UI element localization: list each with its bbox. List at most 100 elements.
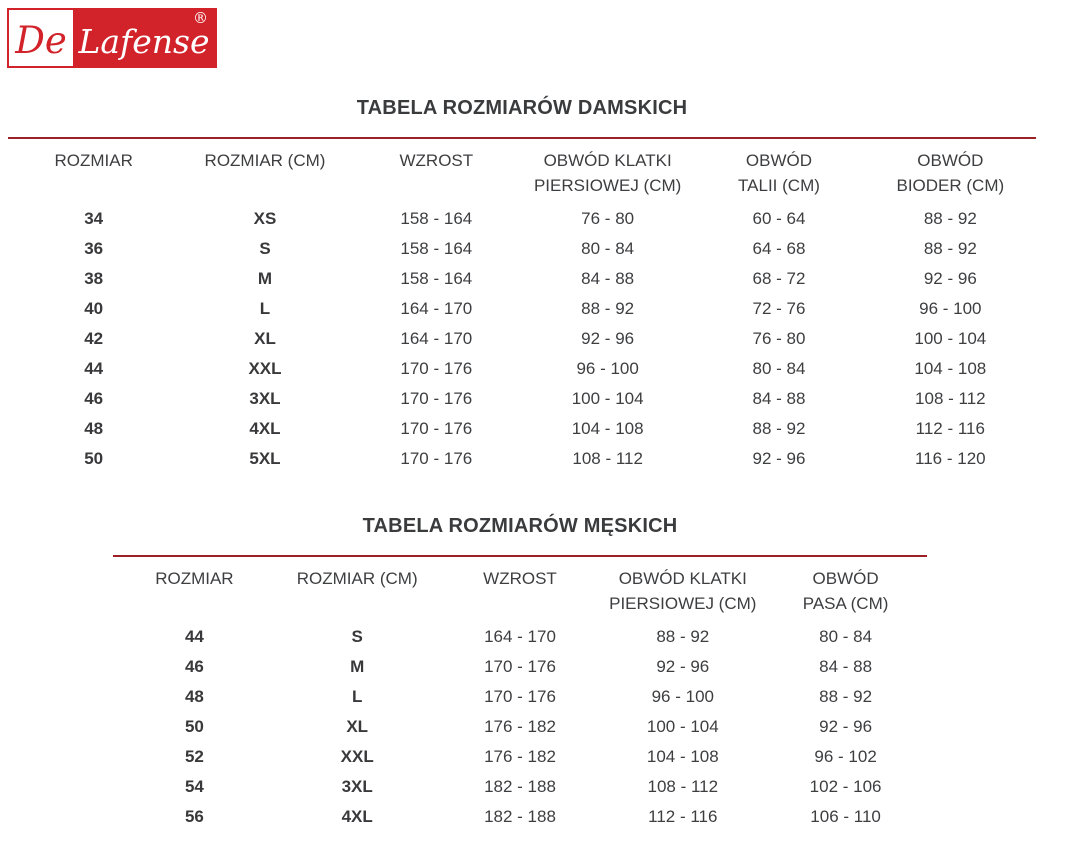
table-cell: XL xyxy=(346,717,369,736)
table-cell: 164 - 170 xyxy=(400,329,473,348)
table-cell: 88 - 92 xyxy=(923,209,977,228)
women-header-row: ROZMIAR ROZMIAR (CM) WZROST OBWÓD KLATKI PI… xyxy=(8,139,1036,204)
men-size-table: ROZMIAR ROZMIAR (CM) WZROST OBWÓD KLATKI PI… xyxy=(113,557,927,832)
table-cell: 170 - 176 xyxy=(400,389,473,408)
column-header: OBWÓD TALII (CM) xyxy=(738,151,820,195)
column-header: ROZMIAR (CM) xyxy=(296,569,418,588)
table-cell: 76 - 80 xyxy=(752,329,806,348)
table-cell: 92 - 96 xyxy=(752,449,806,468)
table-cell: 54 xyxy=(184,777,204,796)
table-row: 34 XS 158 - 164 76 - 80 60 - 64 88 - 92 xyxy=(8,204,1036,234)
table-cell: 104 - 108 xyxy=(914,359,987,378)
women-size-table: ROZMIAR ROZMIAR (CM) WZROST OBWÓD KLATKI PI… xyxy=(8,139,1036,474)
table-cell: 92 - 96 xyxy=(581,329,635,348)
logo-brand-label: Lafense xyxy=(78,21,210,61)
logo-de-text: De xyxy=(15,18,67,62)
table-cell: 44 xyxy=(184,627,204,646)
table-cell: M xyxy=(257,269,273,288)
table-cell: 46 xyxy=(184,657,204,676)
table-row: 46 3XL 170 - 176 100 - 104 84 - 88 108 - 112 xyxy=(8,384,1036,414)
table-cell: 40 xyxy=(84,299,104,318)
table-cell: 44 xyxy=(84,359,104,378)
table-cell: L xyxy=(259,299,271,318)
table-row: 36 S 158 - 164 80 - 84 64 - 68 88 - 92 xyxy=(8,234,1036,264)
table-cell: S xyxy=(259,239,271,258)
table-row: 44 XXL 170 - 176 96 - 100 80 - 84 104 - 108 xyxy=(8,354,1036,384)
table-cell: 88 - 92 xyxy=(923,239,977,258)
table-cell: 112 - 116 xyxy=(648,807,718,826)
men-table-header: ROZMIAR ROZMIAR (CM) WZROST OBWÓD KLATKI PI… xyxy=(113,557,927,622)
table-cell: 80 - 84 xyxy=(752,359,806,378)
table-row: 50 5XL 170 - 176 108 - 112 92 - 96 116 - 120 xyxy=(8,444,1036,474)
table-cell: 158 - 164 xyxy=(400,239,473,258)
table-cell: 170 - 176 xyxy=(484,657,556,676)
table-cell: 68 - 72 xyxy=(752,269,806,288)
column-header: ROZMIAR xyxy=(155,569,234,588)
women-table-header: ROZMIAR ROZMIAR (CM) WZROST OBWÓD KLATKI PI… xyxy=(8,139,1036,204)
table-cell: 182 - 188 xyxy=(484,777,556,796)
table-row: 40 L 164 - 170 88 - 92 72 - 76 96 - 100 xyxy=(8,294,1036,324)
women-table-title: TABELA ROZMIARÓW DAMSKICH xyxy=(356,97,688,119)
brand-logo: De Lafense ® xyxy=(7,8,217,68)
table-cell: 100 - 104 xyxy=(646,717,719,736)
table-cell: 3XL xyxy=(341,777,373,796)
table-cell: 38 xyxy=(84,269,104,288)
women-table-divider xyxy=(8,137,1036,139)
table-row: 56 4XL 182 - 188 112 - 116 106 - 110 xyxy=(113,802,927,832)
table-cell: 158 - 164 xyxy=(400,209,473,228)
table-cell: XS xyxy=(253,209,277,228)
table-cell: 170 - 176 xyxy=(484,687,556,706)
table-cell: 4XL xyxy=(341,807,373,826)
column-header: ROZMIAR xyxy=(54,151,133,170)
logo-brand-text: Lafense ® xyxy=(73,10,215,66)
table-cell: 112 - 116 xyxy=(915,419,985,438)
table-cell: S xyxy=(351,627,363,646)
table-cell: 84 - 88 xyxy=(752,389,806,408)
table-cell: 76 - 80 xyxy=(581,209,635,228)
table-cell: 88 - 92 xyxy=(819,687,873,706)
table-cell: 170 - 176 xyxy=(400,449,473,468)
registered-trademark-icon: ® xyxy=(193,9,208,27)
table-cell: 96 - 100 xyxy=(651,687,714,706)
table-cell: XXL xyxy=(248,359,282,378)
table-cell: 48 xyxy=(84,419,104,438)
table-cell: 170 - 176 xyxy=(400,419,473,438)
table-cell: 102 - 106 xyxy=(809,777,882,796)
men-table-body: 44 S 164 - 170 88 - 92 80 - 84 46 M 170 - 176 92… xyxy=(113,622,927,832)
table-cell: 88 - 92 xyxy=(581,299,635,318)
men-table-title: TABELA ROZMIARÓW MĘSKICH xyxy=(362,515,678,537)
table-cell: 4XL xyxy=(249,419,281,438)
column-header: OBWÓD PASA (CM) xyxy=(802,569,889,613)
men-table-divider xyxy=(113,555,927,557)
men-header-row: ROZMIAR ROZMIAR (CM) WZROST OBWÓD KLATKI PI… xyxy=(113,557,927,622)
table-cell: 42 xyxy=(84,329,104,348)
table-row: 48 4XL 170 - 176 104 - 108 88 - 92 112 - 116 xyxy=(8,414,1036,444)
table-cell: 64 - 68 xyxy=(752,239,806,258)
table-row: 48 L 170 - 176 96 - 100 88 - 92 xyxy=(113,682,927,712)
table-cell: M xyxy=(350,657,365,676)
table-cell: 56 xyxy=(184,807,204,826)
table-cell: 80 - 84 xyxy=(581,239,635,258)
women-size-section: TABELA ROZMIARÓW DAMSKICH ROZMIAR ROZMIAR… xyxy=(8,97,1036,474)
table-cell: 158 - 164 xyxy=(400,269,473,288)
table-cell: 88 - 92 xyxy=(752,419,806,438)
table-cell: 100 - 104 xyxy=(571,389,644,408)
table-cell: 84 - 88 xyxy=(819,657,873,676)
table-row: 38 M 158 - 164 84 - 88 68 - 72 92 - 96 xyxy=(8,264,1036,294)
table-cell: 80 - 84 xyxy=(819,627,873,646)
table-row: 42 XL 164 - 170 92 - 96 76 - 80 100 - 104 xyxy=(8,324,1036,354)
table-cell: 3XL xyxy=(249,389,281,408)
table-cell: 176 - 182 xyxy=(484,717,556,736)
table-cell: 50 xyxy=(84,449,104,468)
table-cell: 104 - 108 xyxy=(646,747,719,766)
column-header: WZROST xyxy=(483,569,557,588)
table-cell: 52 xyxy=(184,747,204,766)
table-cell: 164 - 170 xyxy=(400,299,473,318)
table-cell: 108 - 112 xyxy=(915,389,986,408)
table-row: 54 3XL 182 - 188 108 - 112 102 - 106 xyxy=(113,772,927,802)
table-cell: 176 - 182 xyxy=(484,747,556,766)
table-cell: 84 - 88 xyxy=(581,269,635,288)
table-cell: 72 - 76 xyxy=(752,299,806,318)
column-header: WZROST xyxy=(399,151,474,170)
table-cell: 88 - 92 xyxy=(656,627,710,646)
